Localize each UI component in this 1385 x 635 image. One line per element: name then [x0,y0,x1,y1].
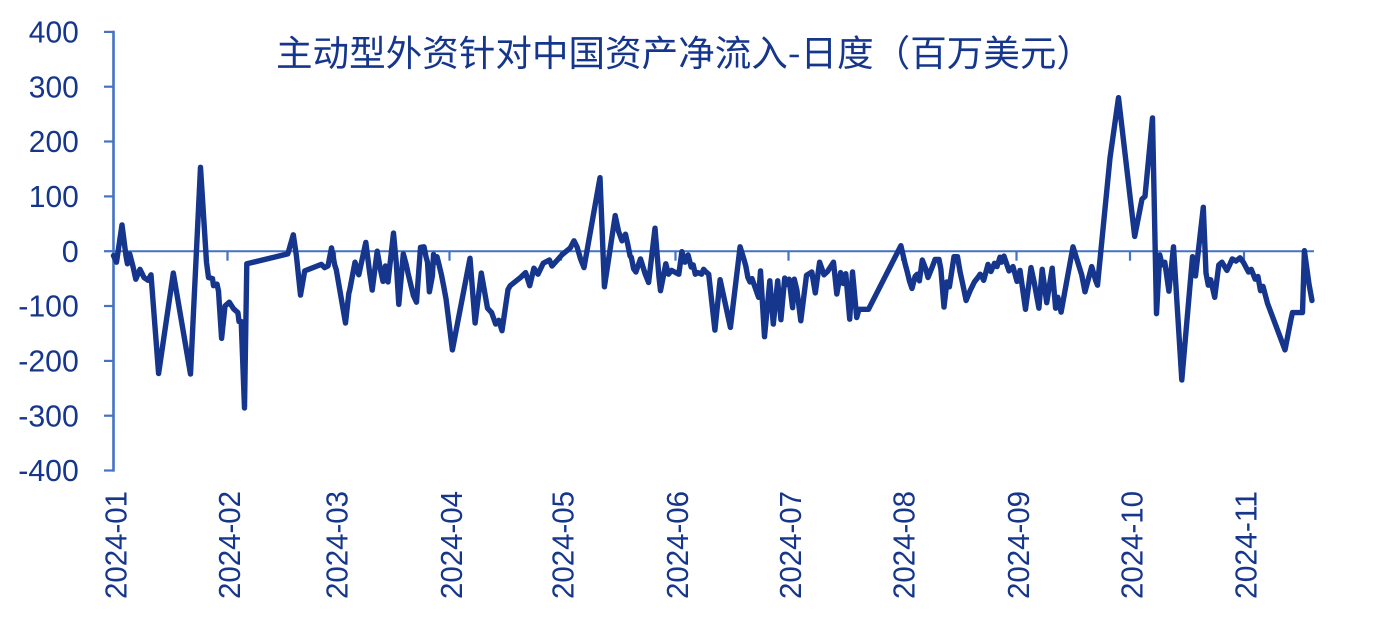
svg-text:200: 200 [29,125,79,159]
svg-text:2024-07: 2024-07 [774,491,808,599]
svg-text:2024-02: 2024-02 [213,491,247,599]
svg-text:2024-05: 2024-05 [547,491,581,599]
svg-text:-400: -400 [18,454,79,488]
svg-text:2024-11: 2024-11 [1230,491,1264,599]
svg-text:300: 300 [29,70,79,104]
svg-text:2024-04: 2024-04 [435,491,469,599]
svg-text:400: 400 [29,16,79,50]
svg-text:-300: -300 [18,399,79,433]
svg-text:-200: -200 [18,345,79,379]
svg-text:2024-06: 2024-06 [661,491,695,599]
svg-text:2024-09: 2024-09 [1002,491,1036,599]
svg-text:2024-03: 2024-03 [321,491,355,599]
svg-text:2024-10: 2024-10 [1116,491,1150,599]
svg-text:2024-01: 2024-01 [100,491,134,599]
svg-text:0: 0 [62,235,79,269]
svg-text:100: 100 [29,180,79,214]
svg-text:-100: -100 [18,290,79,324]
svg-text:2024-08: 2024-08 [888,491,922,599]
